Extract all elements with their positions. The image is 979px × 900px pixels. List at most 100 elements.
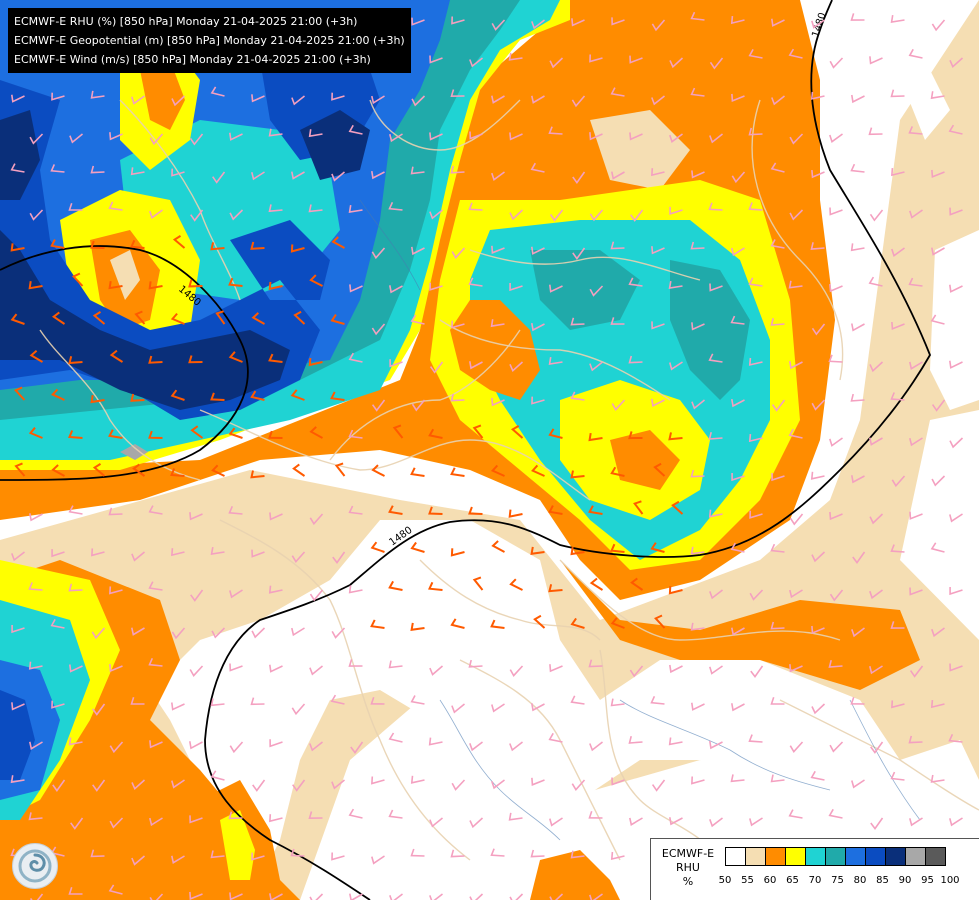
title-line-wind: ECMWF-E Wind (m/s) [850 hPa] Monday 21-0…: [14, 53, 371, 66]
wind-barb: [490, 619, 505, 629]
wind-barb: [851, 94, 865, 104]
wind-barb: [68, 583, 83, 592]
wind-barb: [109, 664, 123, 673]
wind-barb: [709, 283, 723, 292]
wind-barb: [28, 281, 43, 290]
wind-barb: [589, 285, 604, 297]
wind-barb: [250, 241, 265, 250]
wind-barb: [669, 206, 683, 215]
field-50-55-west: [110, 250, 140, 300]
wind-barb: [829, 284, 843, 293]
wind-barb: [410, 541, 425, 553]
wind-barb: [949, 360, 963, 369]
wind-barb: [108, 281, 123, 290]
wind-barb: [588, 432, 603, 442]
wind-barb: [29, 741, 43, 750]
wind-barb: [131, 551, 146, 562]
wind-barb: [610, 317, 625, 325]
wind-barb: [708, 509, 723, 518]
wind-barb: [509, 361, 524, 373]
wind-barb: [268, 430, 283, 439]
wind-barb: [628, 736, 643, 744]
wind-barb: [451, 779, 466, 791]
wind-barb: [770, 621, 785, 630]
wind-barb: [171, 168, 185, 177]
wind-barb: [348, 429, 363, 439]
wind-barb: [189, 815, 203, 824]
wind-barb: [212, 171, 226, 184]
wind-barb: [210, 546, 225, 555]
wind-barb: [348, 124, 363, 135]
wind-barb: [348, 505, 363, 515]
wind-barb: [269, 739, 283, 748]
wind-barb: [291, 551, 306, 564]
wind-barb: [229, 663, 243, 672]
legend-title: ECMWF-E RHU %: [655, 847, 721, 889]
wind-barb: [171, 855, 185, 864]
wind-barb: [388, 809, 403, 819]
wind-barb: [789, 664, 803, 673]
wind-barb: [210, 770, 225, 781]
wind-barb: [469, 741, 483, 752]
wind-barb: [789, 133, 804, 145]
wind-barb: [450, 548, 465, 557]
wind-barb: [10, 163, 25, 173]
wind-barb: [850, 13, 865, 21]
wind-barb: [50, 239, 65, 249]
wind-barb: [770, 318, 785, 326]
wind-barb: [629, 817, 643, 826]
wind-barb: [930, 314, 945, 325]
wind-barb: [52, 779, 66, 792]
wind-barb: [829, 57, 844, 69]
wind-barb: [171, 702, 185, 711]
wind-barb: [130, 167, 145, 176]
wind-barb: [69, 133, 84, 144]
field-80-85-sw: [0, 690, 35, 780]
wind-barb: [491, 95, 505, 104]
wind-barb: [148, 657, 163, 667]
wind-barb: [570, 850, 585, 859]
wind-barb: [429, 55, 443, 64]
wind-barb: [589, 361, 603, 372]
wind-barb: [472, 576, 484, 591]
wind-barb: [890, 89, 905, 98]
wind-barb: [668, 432, 683, 441]
wind-barb: [908, 277, 923, 287]
wind-barb: [251, 94, 265, 103]
wind-barb: [411, 95, 426, 107]
wind-barb: [308, 204, 323, 213]
wind-barb: [188, 355, 203, 364]
wind-barb: [131, 855, 146, 866]
wind-barb: [28, 661, 43, 670]
wind-barb: [589, 132, 603, 141]
wind-barb: [388, 660, 403, 669]
wind-barb: [531, 322, 545, 332]
wind-barb: [108, 884, 123, 895]
wind-barb: [210, 242, 225, 251]
wind-barb: [731, 171, 746, 184]
wind-barb: [829, 207, 843, 216]
wind-barb: [811, 551, 826, 563]
wind-barb: [669, 133, 683, 143]
wind-barb: [828, 354, 843, 363]
wind-barb: [348, 204, 363, 213]
wind-barb: [450, 165, 465, 174]
legend-tick-label: 85: [876, 875, 889, 886]
wind-barb: [690, 469, 705, 478]
wind-barb: [149, 817, 163, 827]
wind-barb: [669, 817, 683, 826]
wind-barb: [292, 463, 306, 477]
wind-barb: [949, 437, 964, 449]
wind-barb: [931, 399, 946, 412]
wind-barb: [868, 127, 883, 136]
wind-barb: [810, 242, 825, 250]
wind-barb: [331, 627, 346, 639]
wind-barb: [509, 665, 524, 677]
wind-barb: [731, 473, 745, 482]
wind-barb: [811, 19, 825, 29]
wind-barb: [709, 133, 723, 144]
wind-barb: [629, 55, 643, 64]
wind-barb: [331, 779, 346, 790]
wind-barb: [468, 202, 483, 211]
wind-barb: [189, 891, 203, 900]
